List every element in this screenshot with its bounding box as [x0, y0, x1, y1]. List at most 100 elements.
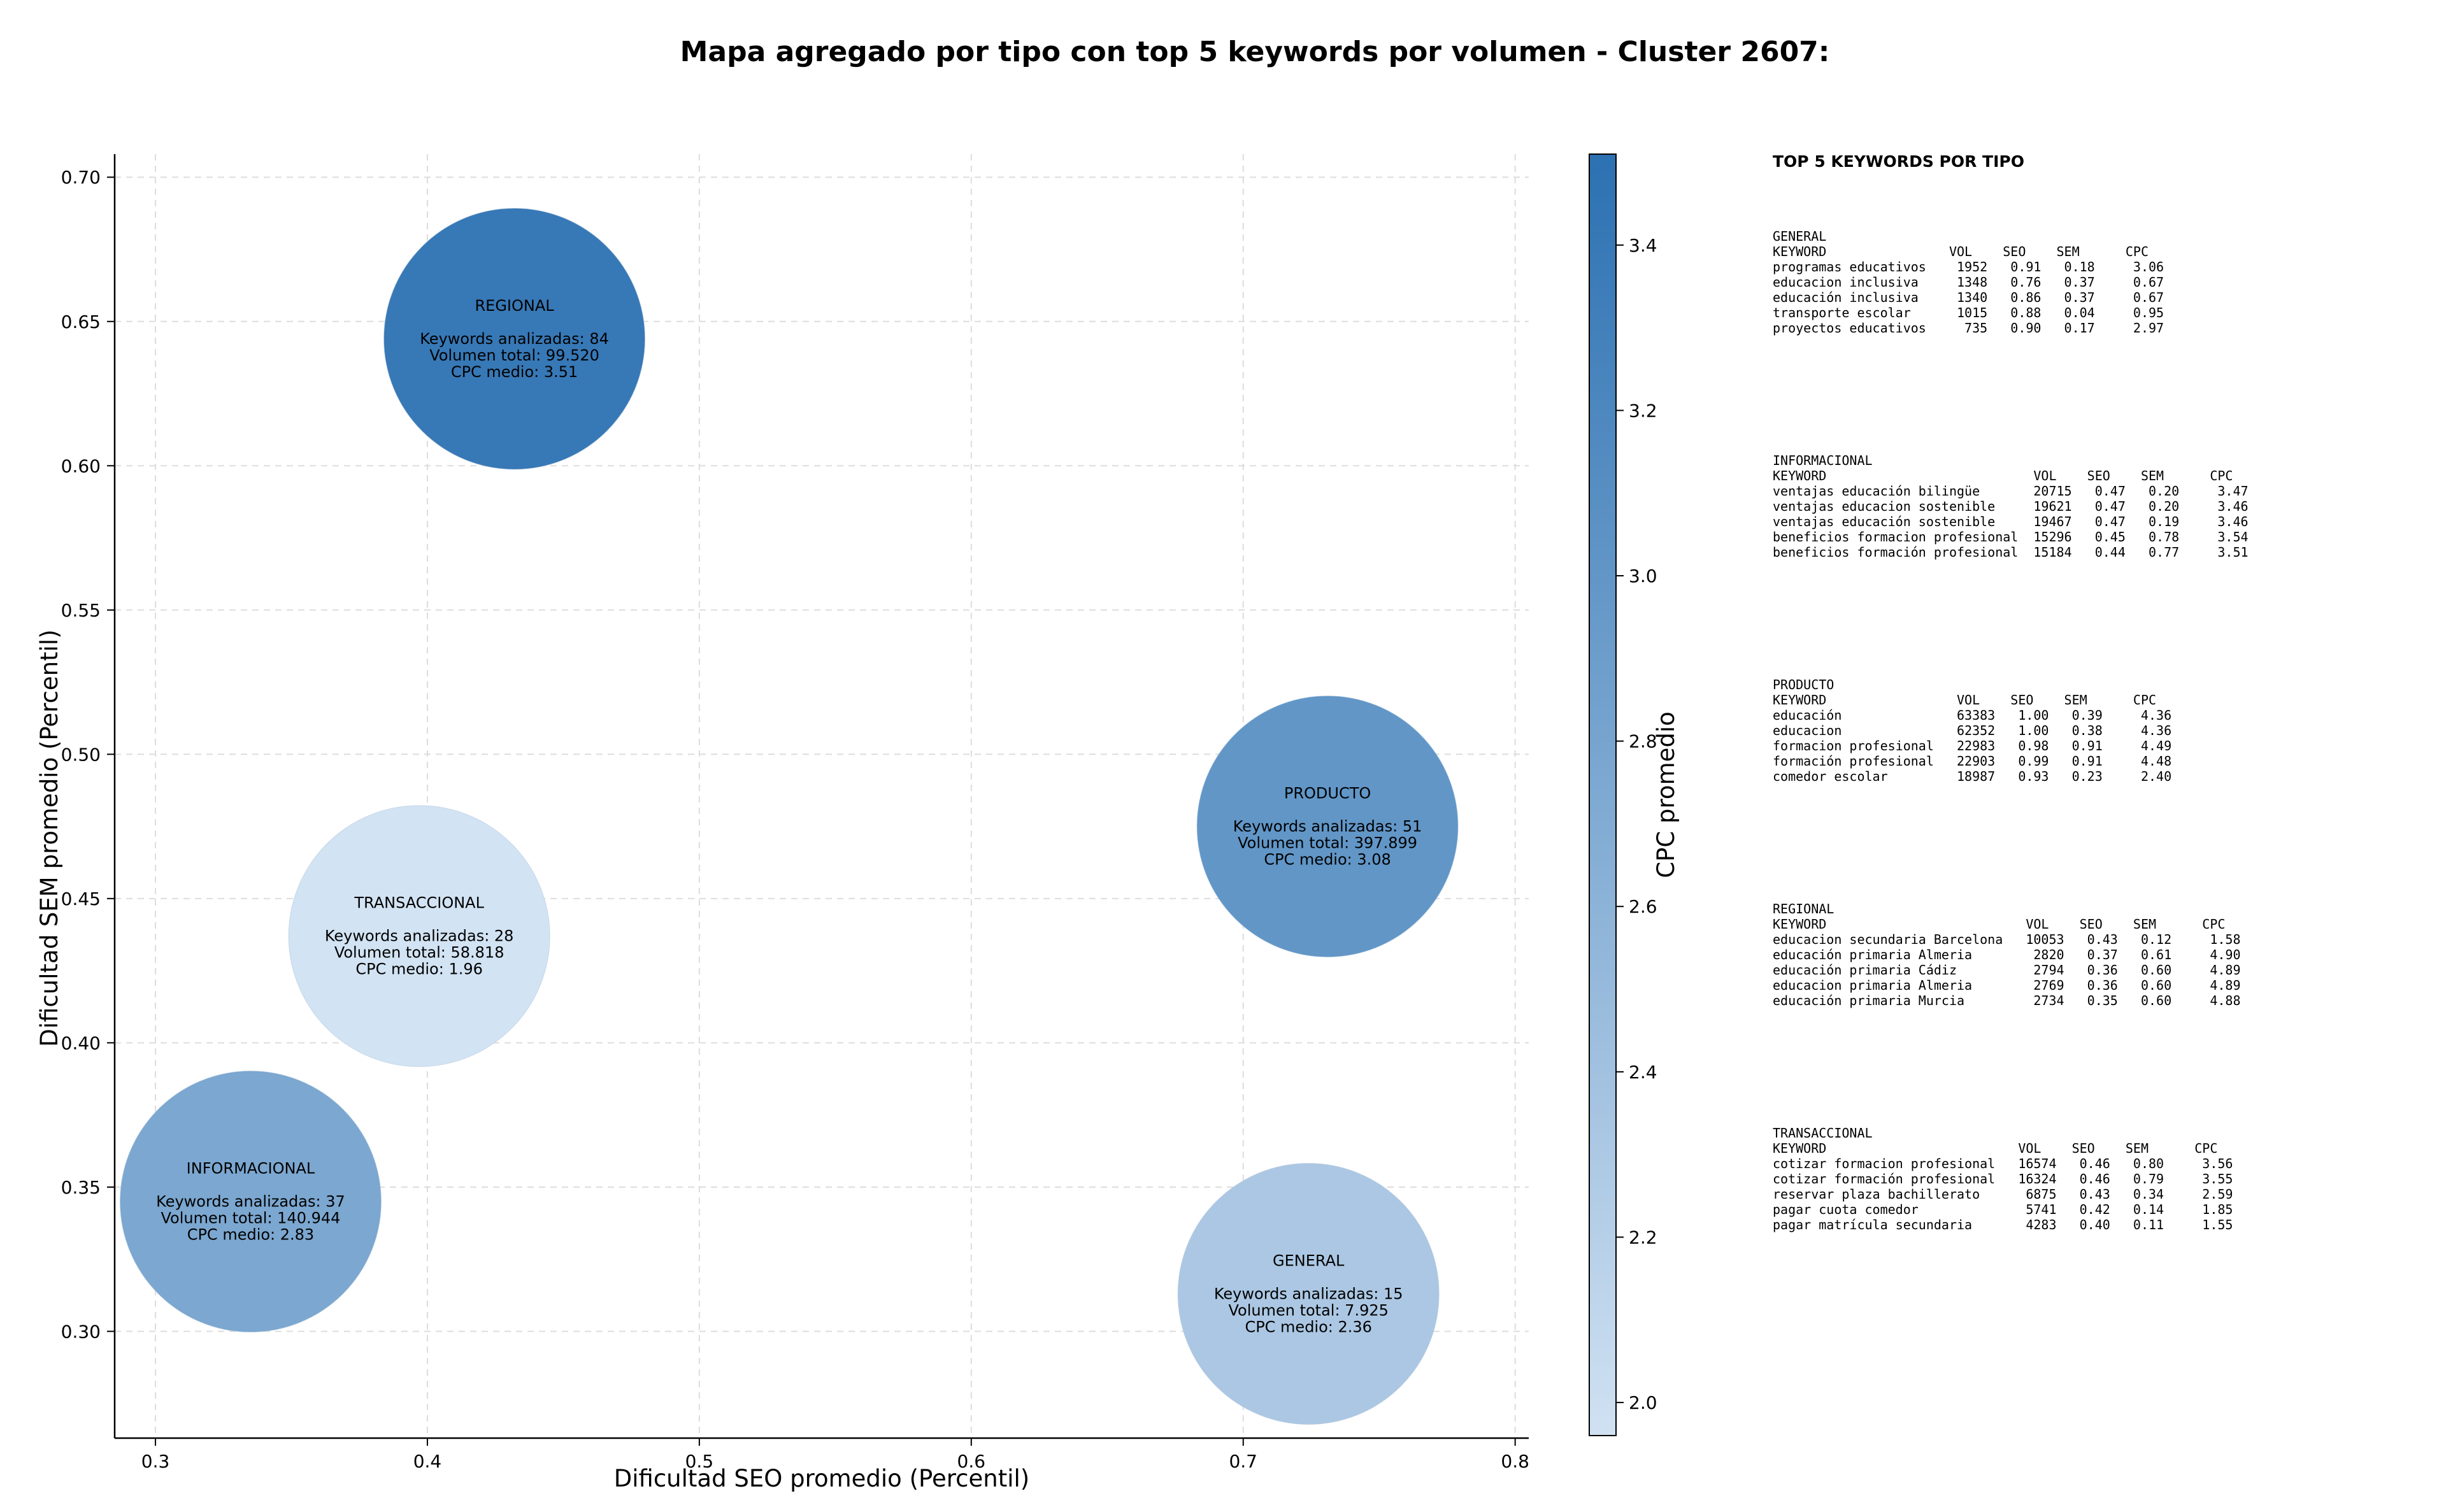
- keyword-row: pagar cuota comedor 5741 0.42 0.14 1.85: [1773, 1202, 2233, 1217]
- keyword-table-header: KEYWORD VOL SEO SEM CPC: [1773, 1141, 2217, 1156]
- panel-title: TOP 5 KEYWORDS POR TIPO: [1773, 152, 2024, 171]
- keyword-group-title: PRODUCTO: [1773, 677, 1834, 692]
- bubble-label: Keywords analizadas: 37: [156, 1193, 345, 1211]
- x-tick-label: 0.6: [957, 1451, 986, 1472]
- axes: [113, 154, 1529, 1439]
- colorbar-tick-label: 2.6: [1629, 896, 1657, 917]
- y-tick-label: 0.30: [61, 1321, 101, 1342]
- bubble-label: INFORMACIONAL: [187, 1160, 315, 1178]
- colorbar-tick-label: 3.4: [1629, 235, 1657, 256]
- y-tick-label: 0.50: [61, 744, 101, 765]
- bubble-label: Keywords analizadas: 84: [420, 330, 609, 348]
- keyword-row: educación primaria Murcia 2734 0.35 0.60…: [1773, 993, 2241, 1008]
- keyword-row: educacion primaria Almeria 2769 0.36 0.6…: [1773, 978, 2241, 993]
- bubble-label: Keywords analizadas: 28: [325, 927, 514, 945]
- bubble-label: Keywords analizadas: 51: [1233, 818, 1422, 836]
- bubble-label: TRANSACCIONAL: [354, 894, 484, 912]
- keyword-table-header: KEYWORD VOL SEO SEM CPC: [1773, 916, 2225, 932]
- colorbar-tick-label: 2.2: [1629, 1227, 1657, 1248]
- ticks: 0.3 0.4 0.5 0.6 0.7 0.8 0.30 0.35 0.40 0.45 0.50 0.…: [61, 167, 1529, 1472]
- keyword-row: educación primaria Almeria 2820 0.37 0.6…: [1773, 947, 2241, 962]
- bubble-marker: [383, 208, 646, 470]
- bubble-label: Volumen total: 99.520: [429, 346, 599, 364]
- keyword-row: beneficios formación profesional 15184 0…: [1773, 545, 2249, 560]
- keyword-table-header: KEYWORD VOL SEO SEM CPC: [1773, 468, 2233, 483]
- keyword-group-title: REGIONAL: [1773, 901, 1834, 916]
- chart-title: Mapa agregado por tipo con top 5 keyword…: [680, 36, 1830, 68]
- bubble-label: CPC medio: 1.96: [355, 960, 483, 978]
- y-tick-label: 0.55: [61, 600, 101, 621]
- y-tick-label: 0.60: [61, 455, 101, 476]
- bubble-label: PRODUCTO: [1284, 785, 1371, 802]
- colorbar-tick-label: 2.8: [1629, 731, 1657, 752]
- keyword-table-header: KEYWORD VOL SEO SEM CPC: [1773, 692, 2156, 708]
- bubble-transaccional: TRANSACCIONAL Keywords analizadas: 28Volu…: [288, 805, 550, 1067]
- keyword-row: proyectos educativos 735 0.90 0.17 2.97: [1773, 320, 2164, 336]
- x-tick-label: 0.7: [1229, 1451, 1257, 1472]
- colorbar-tick-label: 2.0: [1629, 1392, 1657, 1413]
- bubble-label: CPC medio: 2.83: [187, 1226, 315, 1244]
- colorbar-tick-label: 3.2: [1629, 400, 1657, 421]
- keyword-group-title: GENERAL: [1773, 229, 1826, 244]
- y-axis-label: Dificultad SEM promedio (Percentil): [36, 629, 63, 1046]
- keyword-row: educacion inclusiva 1348 0.76 0.37 0.67: [1773, 275, 2164, 290]
- keyword-row: transporte escolar 1015 0.88 0.04 0.95: [1773, 305, 2164, 320]
- colorbar-gradient: [1589, 153, 1617, 1436]
- bubble-label: CPC medio: 3.51: [451, 363, 578, 381]
- colorbar-tick-label: 2.4: [1629, 1062, 1657, 1083]
- keyword-row: reservar plaza bachillerato 6875 0.43 0.…: [1773, 1187, 2233, 1202]
- x-tick-label: 0.5: [685, 1451, 714, 1472]
- x-tick-label: 0.4: [413, 1451, 442, 1472]
- colorbar-label: CPC promedio: [1652, 711, 1680, 878]
- keyword-row: formación profesional 22903 0.99 0.91 4.…: [1773, 753, 2171, 769]
- keyword-row: ventajas educación sostenible 19467 0.47…: [1773, 514, 2249, 529]
- keyword-row: comedor escolar 18987 0.93 0.23 2.40: [1773, 769, 2171, 784]
- keyword-row: educacion 62352 1.00 0.38 4.36: [1773, 723, 2171, 738]
- y-tick-label: 0.65: [61, 311, 101, 332]
- x-tick-label: 0.8: [1501, 1451, 1529, 1472]
- colorbar: 2.0 2.2 2.4 2.6 2.8 3.0 3.2 3.4: [1589, 153, 1657, 1436]
- bubble-label: Volumen total: 58.818: [334, 944, 504, 962]
- x-tick-label: 0.3: [141, 1451, 170, 1472]
- bubble-marker: [288, 805, 550, 1067]
- y-tick-label: 0.35: [61, 1177, 101, 1198]
- keyword-group-title: INFORMACIONAL: [1773, 453, 1873, 468]
- bubble-marker: [1177, 1162, 1440, 1425]
- bubble-label: Volumen total: 397.899: [1238, 834, 1417, 852]
- bubble-label: CPC medio: 2.36: [1245, 1318, 1372, 1336]
- keyword-row: cotizar formación profesional 16324 0.46…: [1773, 1171, 2233, 1187]
- bubble-marker: [119, 1071, 382, 1333]
- colorbar-tick-label: 3.0: [1629, 566, 1657, 587]
- keyword-row: pagar matrícula secundaria 4283 0.40 0.1…: [1773, 1217, 2233, 1232]
- keyword-row: educacion secundaria Barcelona 10053 0.4…: [1773, 932, 2241, 947]
- keyword-row: educación 63383 1.00 0.39 4.36: [1773, 708, 2171, 723]
- y-tick-label: 0.45: [61, 888, 101, 909]
- keyword-row: programas educativos 1952 0.91 0.18 3.06: [1773, 259, 2164, 275]
- y-tick-label: 0.70: [61, 167, 101, 188]
- keyword-table-header: KEYWORD VOL SEO SEM CPC: [1773, 244, 2149, 259]
- bubble-label: Volumen total: 7.925: [1228, 1301, 1388, 1319]
- bubble-label: CPC medio: 3.08: [1264, 851, 1391, 869]
- bubble-label: REGIONAL: [475, 297, 554, 315]
- bubble-label: Keywords analizadas: 15: [1214, 1285, 1403, 1302]
- keyword-row: cotizar formacion profesional 16574 0.46…: [1773, 1156, 2233, 1171]
- bubble-label: Volumen total: 140.944: [161, 1209, 340, 1227]
- keyword-row: educación inclusiva 1340 0.86 0.37 0.67: [1773, 290, 2164, 305]
- keyword-row: ventajas educación bilingüe 20715 0.47 0…: [1773, 483, 2249, 499]
- keyword-row: educación primaria Cádiz 2794 0.36 0.60 …: [1773, 962, 2241, 978]
- keyword-row: beneficios formacion profesional 15296 0…: [1773, 529, 2249, 545]
- keyword-row: ventajas educacion sostenible 19621 0.47…: [1773, 499, 2249, 514]
- bubble-marker: [1196, 695, 1459, 958]
- keyword-row: formacion profesional 22983 0.98 0.91 4.…: [1773, 738, 2171, 753]
- y-tick-label: 0.40: [61, 1032, 101, 1053]
- bubble-informacional: INFORMACIONAL Keywords analizadas: 37Volu…: [119, 1071, 382, 1333]
- bubble-label: GENERAL: [1273, 1252, 1345, 1269]
- keyword-group-title: TRANSACCIONAL: [1773, 1125, 1873, 1141]
